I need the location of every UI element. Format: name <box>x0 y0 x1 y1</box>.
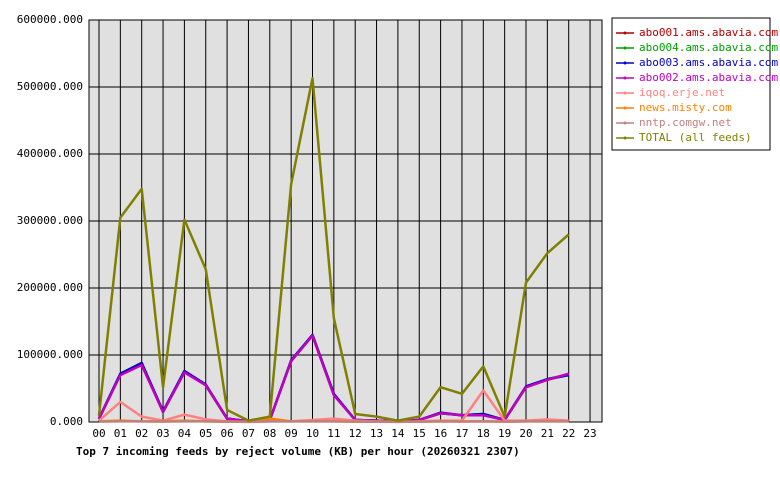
legend-dot <box>623 76 627 80</box>
x-tick-label: 11 <box>327 427 340 440</box>
series-line <box>97 77 570 422</box>
legend-dot <box>623 61 627 65</box>
x-tick-label: 07 <box>242 427 255 440</box>
legend-label: abo003.ams.abavia.com <box>639 56 778 69</box>
y-tick-label: 0.000 <box>50 415 83 428</box>
legend-label: abo004.ams.abavia.com <box>639 41 778 54</box>
x-tick-label: 14 <box>391 427 405 440</box>
x-tick-label: 02 <box>135 427 148 440</box>
x-tick-label: 08 <box>263 427 276 440</box>
legend-dot <box>623 31 627 35</box>
chart-title: Top 7 incoming feeds by reject volume (K… <box>76 445 520 458</box>
y-tick-label: 300000.000 <box>17 214 83 227</box>
legend-box <box>611 17 771 151</box>
x-tick-label: 04 <box>178 427 192 440</box>
x-tick-label: 05 <box>199 427 212 440</box>
legend-label: abo001.ams.abavia.com <box>639 26 778 39</box>
legend-dot <box>623 136 627 140</box>
series-line <box>98 389 569 424</box>
y-tick-label: 400000.000 <box>17 147 83 160</box>
legend-dot <box>623 106 627 110</box>
x-tick-label: 22 <box>562 427 575 440</box>
x-tick-label: 10 <box>306 427 319 440</box>
y-tick-label: 600000.000 <box>17 13 83 26</box>
legend-label: nntp.comgw.net <box>639 116 732 129</box>
x-tick-label: 16 <box>434 427 447 440</box>
x-tick-label: 03 <box>156 427 169 440</box>
x-tick-label: 18 <box>477 427 490 440</box>
x-tick-label: 06 <box>220 427 233 440</box>
y-tick-label: 100000.000 <box>17 348 83 361</box>
y-tick-label: 200000.000 <box>17 281 83 294</box>
y-tick-label: 500000.000 <box>17 80 83 93</box>
series-line <box>97 334 570 423</box>
x-tick-label: 17 <box>455 427 468 440</box>
x-tick-label: 21 <box>541 427 554 440</box>
legend-dot <box>623 91 627 95</box>
x-tick-label: 19 <box>498 427 511 440</box>
x-tick-label: 12 <box>349 427 362 440</box>
x-tick-label: 01 <box>114 427 127 440</box>
x-tick-label: 13 <box>370 427 383 440</box>
legend-label: abo002.ams.abavia.com <box>639 71 778 84</box>
x-tick-label: 15 <box>413 427 426 440</box>
x-tick-label: 09 <box>285 427 298 440</box>
legend-dot <box>623 121 627 125</box>
x-tick-label: 20 <box>519 427 532 440</box>
legend-label: TOTAL (all feeds) <box>639 131 752 144</box>
x-tick-label: 23 <box>583 427 596 440</box>
x-tick-label: 00 <box>92 427 105 440</box>
legend-label: iqoq.erje.net <box>639 86 725 99</box>
legend-label: news.misty.com <box>639 101 732 114</box>
legend-dot <box>623 46 627 50</box>
